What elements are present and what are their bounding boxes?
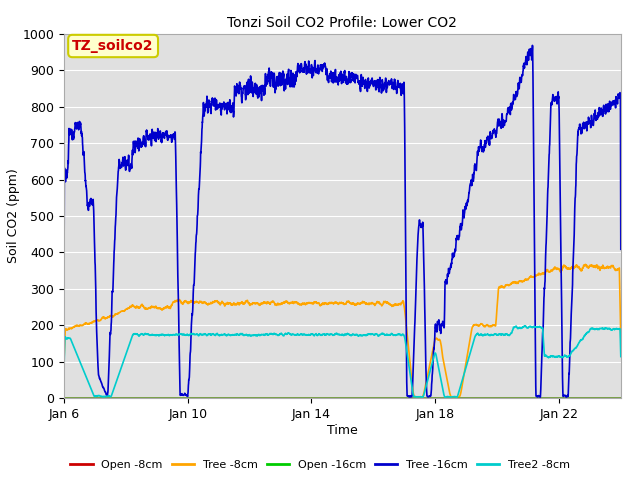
Open -16cm: [546, 396, 554, 401]
Open -8cm: [60, 396, 68, 401]
Tree -8cm: [617, 335, 625, 340]
Tree -16cm: [617, 246, 625, 252]
Tree2 -8cm: [298, 331, 305, 337]
Open -8cm: [124, 396, 131, 401]
Tree -8cm: [60, 358, 68, 363]
Open -8cm: [274, 396, 282, 401]
Tree -16cm: [124, 160, 131, 166]
Tree -16cm: [274, 78, 282, 84]
Open -8cm: [617, 396, 625, 401]
Open -16cm: [298, 396, 305, 401]
Tree -8cm: [418, 395, 426, 400]
Tree -8cm: [606, 265, 614, 271]
Open -16cm: [617, 396, 625, 401]
Open -16cm: [606, 396, 614, 401]
Y-axis label: Soil CO2 (ppm): Soil CO2 (ppm): [6, 168, 20, 264]
Tree2 -8cm: [274, 332, 282, 338]
Text: TZ_soilco2: TZ_soilco2: [72, 39, 154, 53]
Tree2 -8cm: [547, 354, 554, 360]
Tree -8cm: [546, 269, 554, 275]
Tree -8cm: [157, 306, 164, 312]
Tree2 -8cm: [124, 347, 131, 353]
Tree -16cm: [157, 130, 164, 135]
Open -16cm: [274, 396, 282, 401]
Tree -16cm: [606, 106, 614, 111]
Tree2 -8cm: [520, 323, 528, 329]
Open -16cm: [124, 396, 131, 401]
Tree -16cm: [529, 43, 536, 48]
Line: Tree -16cm: Tree -16cm: [64, 46, 621, 397]
Open -8cm: [546, 396, 554, 401]
Tree -8cm: [274, 301, 282, 307]
Open -16cm: [157, 396, 164, 401]
Open -8cm: [606, 396, 614, 401]
Tree2 -8cm: [157, 332, 164, 338]
Open -8cm: [157, 396, 164, 401]
Tree -8cm: [582, 262, 589, 267]
Tree -16cm: [298, 62, 305, 68]
Tree -16cm: [536, 394, 544, 400]
Tree2 -8cm: [617, 354, 625, 360]
Legend: Open -8cm, Tree -8cm, Open -16cm, Tree -16cm, Tree2 -8cm: Open -8cm, Tree -8cm, Open -16cm, Tree -…: [66, 456, 574, 474]
Tree -8cm: [124, 306, 131, 312]
Tree -16cm: [547, 123, 554, 129]
Tree -16cm: [60, 280, 68, 286]
X-axis label: Time: Time: [327, 424, 358, 437]
Open -16cm: [60, 396, 68, 401]
Line: Tree -8cm: Tree -8cm: [64, 264, 621, 397]
Tree2 -8cm: [453, 395, 461, 400]
Tree2 -8cm: [60, 365, 68, 371]
Tree -8cm: [298, 302, 305, 308]
Open -8cm: [298, 396, 305, 401]
Title: Tonzi Soil CO2 Profile: Lower CO2: Tonzi Soil CO2 Profile: Lower CO2: [227, 16, 458, 30]
Line: Tree2 -8cm: Tree2 -8cm: [64, 326, 621, 397]
Tree2 -8cm: [606, 326, 614, 332]
